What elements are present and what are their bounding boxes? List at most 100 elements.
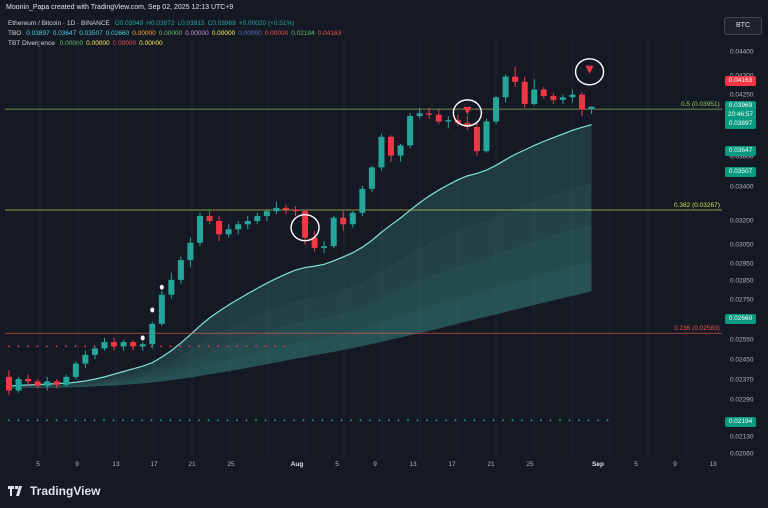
candle-body <box>359 188 366 213</box>
support-dot <box>8 419 10 422</box>
price-tick-label: 0.04250 <box>730 91 754 99</box>
candle-body <box>311 237 318 248</box>
date-tick-label: 5 <box>634 461 638 468</box>
support-dot <box>331 419 333 422</box>
candle-body <box>244 221 251 225</box>
sell-signal-icon <box>585 65 594 74</box>
candle-body <box>473 127 480 152</box>
countdown-tag: 20:46:57 <box>725 110 756 120</box>
support-dot <box>378 419 381 422</box>
support-dot <box>245 345 248 348</box>
candle-body <box>426 113 433 115</box>
tbt-legend-row[interactable]: TBT Divergence 0.00000 0.00000 0.00000 0.00… <box>8 40 166 47</box>
tradingview-logo[interactable]: TradingView <box>8 484 100 498</box>
price-tag: 0.02660 <box>725 314 756 324</box>
candle-body <box>321 246 328 248</box>
support-dot <box>492 419 495 422</box>
date-tick-label: 9 <box>75 461 79 468</box>
fib-level-label: 0.236 (0.02583) <box>674 325 720 333</box>
legend-value: 0.00000 <box>59 40 84 47</box>
support-dot <box>8 345 10 348</box>
buy-marker <box>150 307 155 313</box>
support-dot <box>283 345 286 348</box>
candle-body <box>388 136 394 156</box>
support-dot <box>435 419 438 422</box>
currency-button[interactable]: BTC <box>724 17 762 35</box>
support-dot <box>103 419 105 422</box>
support-dot <box>606 419 609 422</box>
candle-body <box>416 113 423 117</box>
support-dot <box>473 419 476 422</box>
date-tick-label: 21 <box>188 461 196 468</box>
support-dot <box>302 419 305 422</box>
legend-value: C0.03969 <box>207 20 236 27</box>
price-tick-label: 0.02290 <box>730 396 754 404</box>
support-dot <box>55 419 58 422</box>
legend-value: L0.03915 <box>177 20 205 27</box>
support-dot <box>255 419 257 422</box>
candle-body <box>521 81 528 104</box>
legend-value: 0.04163 <box>317 30 342 37</box>
candle-body <box>25 379 32 382</box>
support-dot <box>511 419 514 422</box>
candle-body <box>493 97 500 122</box>
support-dot <box>521 419 523 422</box>
legend-value: O0.03949 <box>114 20 144 27</box>
footer <box>0 475 768 508</box>
candle-body <box>91 348 98 355</box>
price-tick-label: 0.02550 <box>730 336 754 344</box>
candle-body <box>464 122 471 128</box>
tbt-name: TBT Divergence <box>8 40 55 47</box>
support-dot <box>502 419 504 422</box>
support-dot <box>131 419 134 422</box>
tbo-band-layer <box>9 224 592 389</box>
candle-body <box>72 363 79 377</box>
support-dot <box>483 419 485 422</box>
candle-body <box>378 136 385 168</box>
price-tag: 0.02194 <box>725 417 756 427</box>
support-dot <box>17 419 20 422</box>
candle-body <box>340 217 347 225</box>
support-dot <box>36 345 39 348</box>
candle-body <box>168 279 175 295</box>
legend-value: 0.00000 <box>112 40 137 47</box>
support-dot <box>179 345 181 348</box>
price-tag: 0.04163 <box>725 76 756 86</box>
support-dot <box>27 419 29 422</box>
sell-signal-icon <box>463 106 472 115</box>
tbo-legend-row[interactable]: TBO 0.03897 0.03647 0.03507 0.02660 0.00000 0… <box>8 30 344 37</box>
candle-body <box>206 216 213 221</box>
legend-value: 0.00000 <box>158 30 183 37</box>
price-tag: 0.03507 <box>725 167 756 177</box>
fib-level-label: 0.382 (0.03267) <box>674 202 720 209</box>
candle-body <box>559 97 566 100</box>
candle-body <box>397 145 404 156</box>
legend-value: 0.03897 <box>26 30 50 37</box>
legend-value: 0.02660 <box>105 30 130 37</box>
symbol-legend-row[interactable]: Ethereum / Bitcoin · 1D · BINANCE O0.039… <box>8 20 297 27</box>
symbol-name: Ethereum / Bitcoin · 1D · BINANCE <box>8 20 110 27</box>
support-dot <box>340 419 343 422</box>
support-dot <box>321 419 324 422</box>
candle-body <box>34 381 41 386</box>
support-dot <box>350 419 352 422</box>
candle-body <box>540 89 547 96</box>
support-dot <box>217 345 219 348</box>
support-dot <box>407 419 409 422</box>
support-dot <box>188 419 191 422</box>
price-chart[interactable] <box>0 0 768 475</box>
support-dot <box>293 419 295 422</box>
author-line: Moonin_Papa created with TradingView.com… <box>6 4 234 11</box>
price-tick-label: 0.02950 <box>730 260 754 268</box>
price-tag: 0.03647 <box>725 146 756 156</box>
date-tick-label: 25 <box>526 461 534 468</box>
candle-body <box>407 116 414 146</box>
candle-body <box>44 381 51 386</box>
candle-body <box>579 94 585 110</box>
candle-body <box>158 294 165 324</box>
legend-value: 0.00000 <box>132 30 156 37</box>
support-dot <box>112 419 115 422</box>
support-dot <box>207 345 210 348</box>
candle-body <box>15 379 22 391</box>
support-dot <box>312 419 314 422</box>
